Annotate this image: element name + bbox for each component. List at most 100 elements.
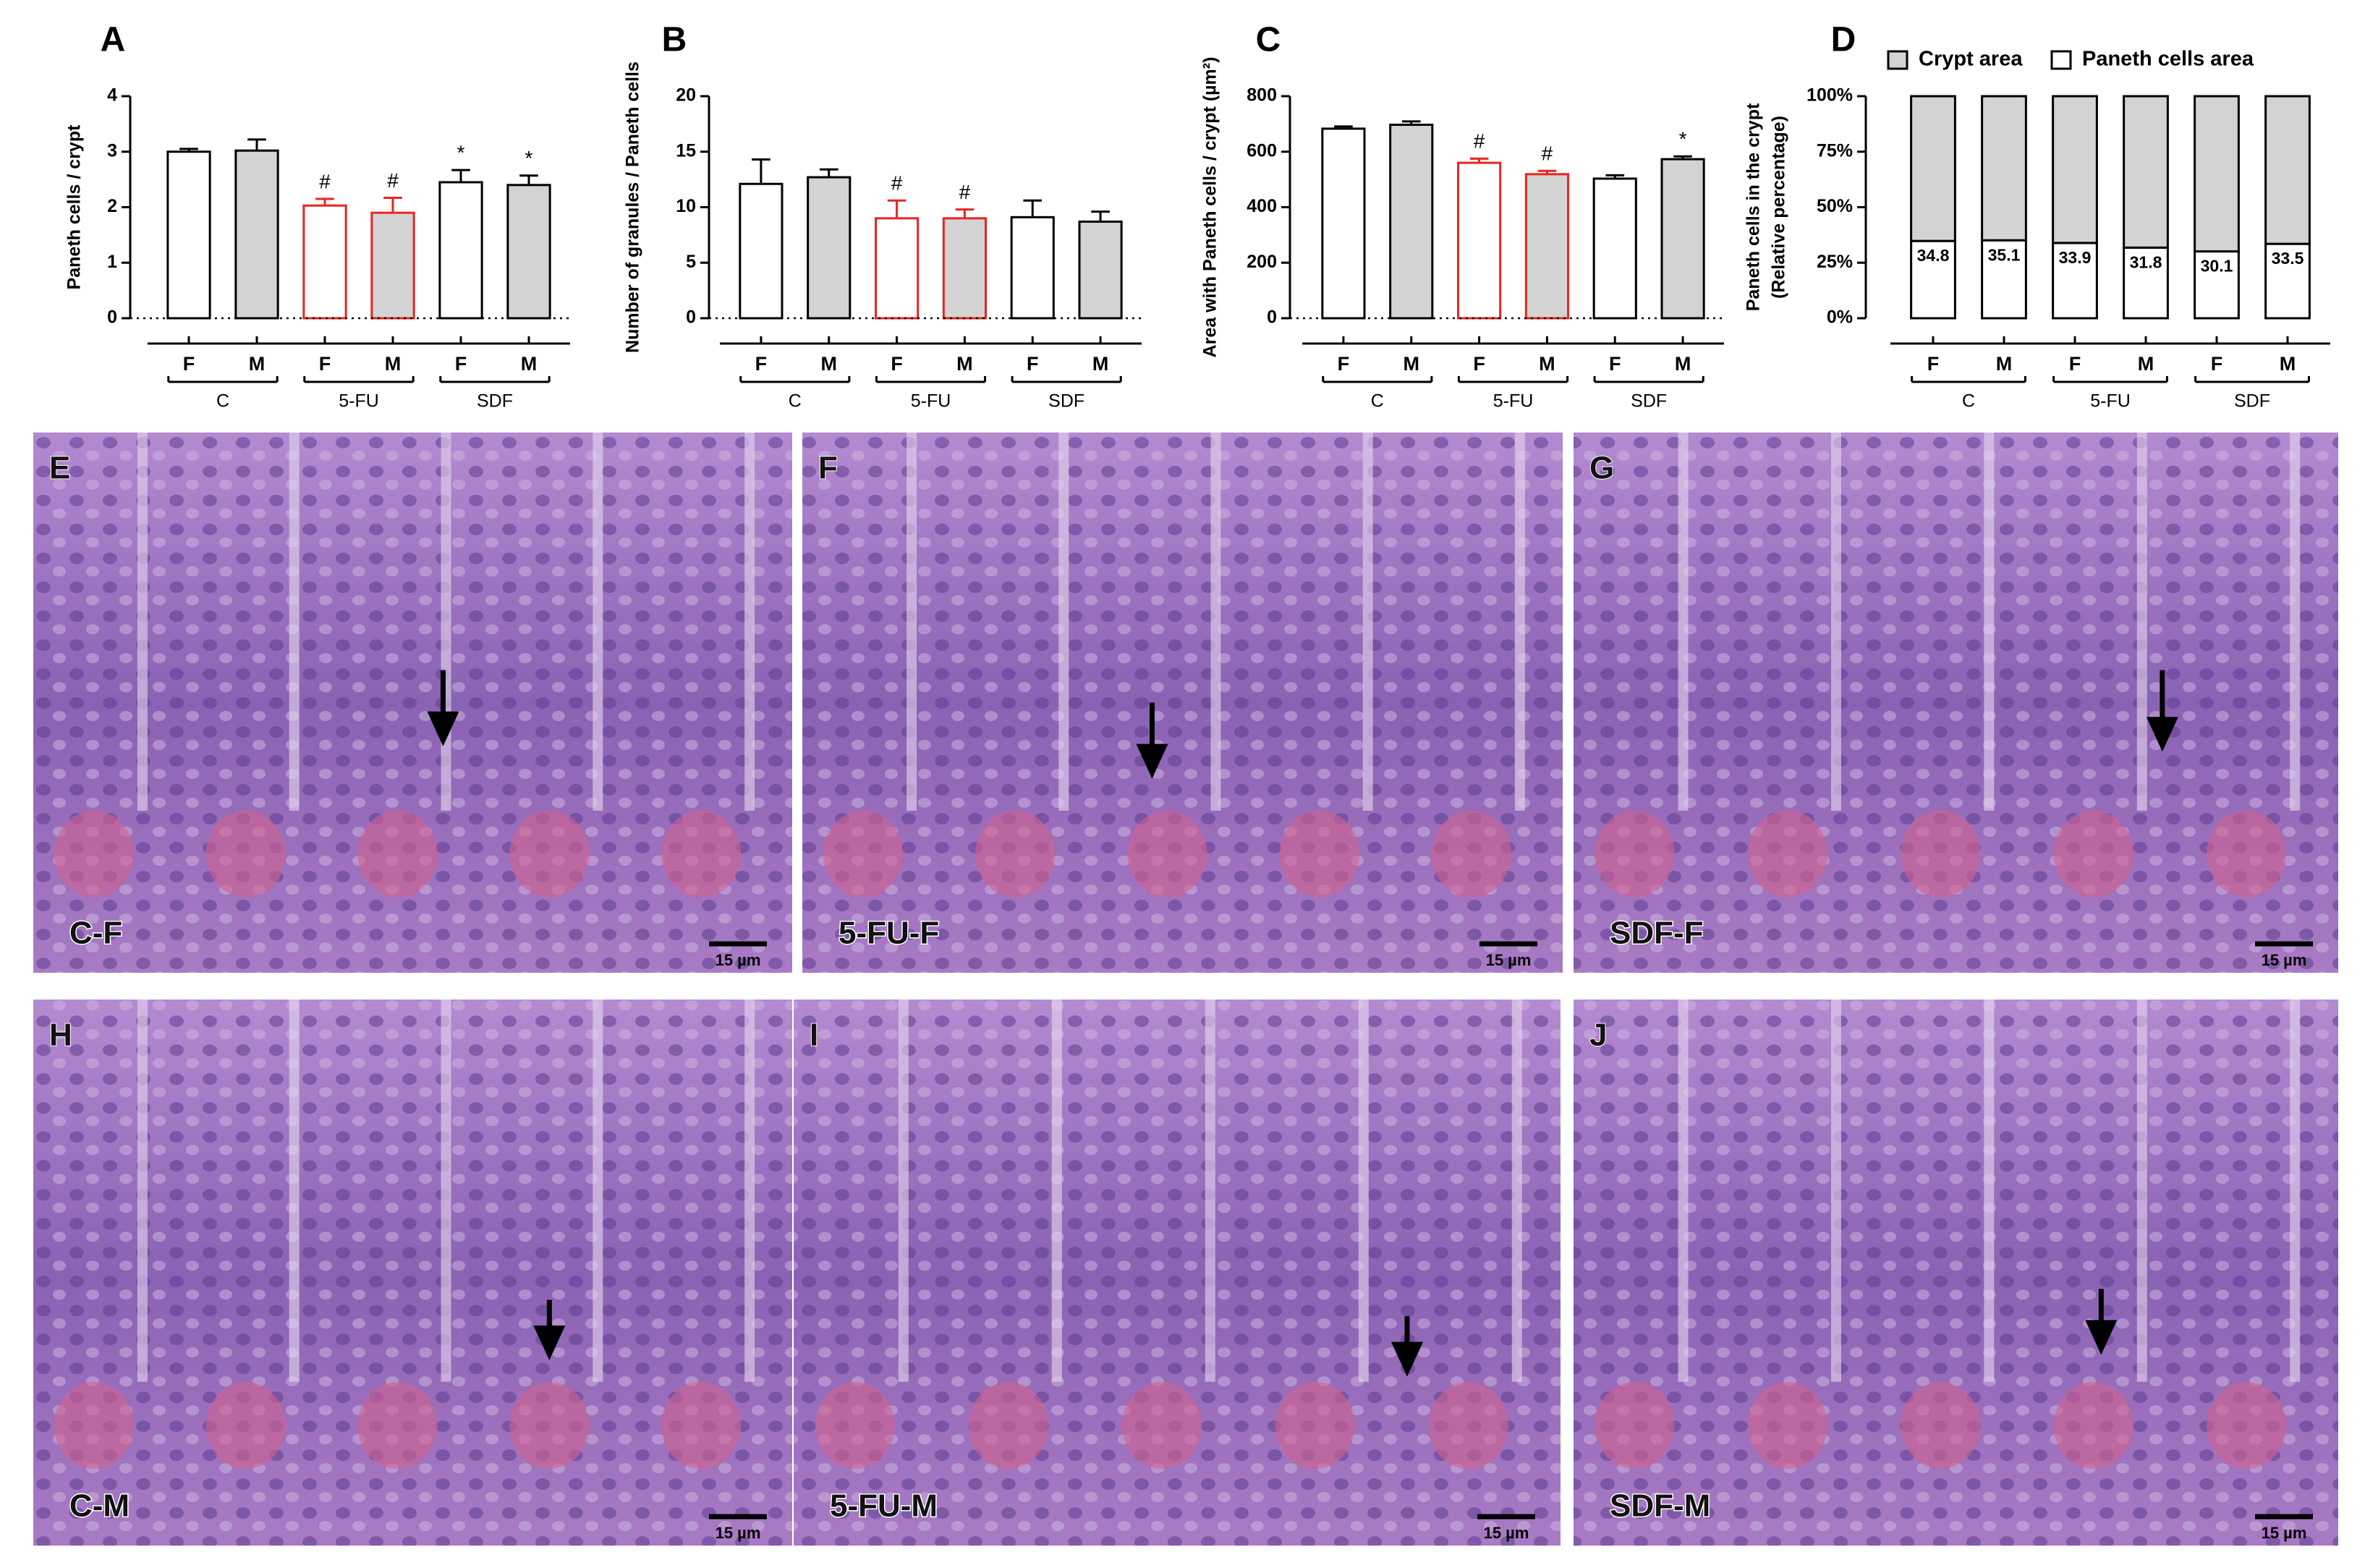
granule-cluster — [357, 810, 438, 898]
arrow-head — [2146, 717, 2178, 752]
crypt-lumen — [441, 1000, 451, 1382]
y-axis-label: Area with Paneth cells / crypt (µm²) — [1200, 57, 1220, 358]
granule-cluster — [1901, 1381, 1981, 1469]
y-tick-label: 5 — [686, 252, 696, 272]
crypt-lumen — [1830, 433, 1841, 811]
legend-label: Paneth cells area — [2082, 48, 2254, 71]
granule-cluster — [1279, 810, 1359, 898]
bar — [506, 184, 551, 320]
granule-cluster — [1595, 1381, 1675, 1469]
crypt-lumen — [441, 433, 451, 811]
crypt-lumen — [906, 433, 917, 811]
y-tick-label: 0 — [686, 307, 696, 328]
granule-cluster — [54, 810, 134, 898]
bar — [1010, 216, 1055, 320]
crypt-lumen — [137, 1000, 148, 1382]
crypt-lumen — [289, 433, 300, 811]
x-tick-label: F — [755, 353, 768, 375]
group-label: 5-FU — [1493, 391, 1534, 412]
granule-cluster — [815, 1381, 895, 1469]
granule-cluster — [54, 1381, 134, 1469]
value-label: 34.8 — [1917, 246, 1950, 265]
crypt-lumen — [1678, 433, 1689, 811]
granule-cluster — [1747, 1381, 1827, 1469]
sample-label: C-F — [69, 916, 122, 951]
y-tick-label: 10 — [676, 196, 696, 216]
crypt-lumen — [593, 1000, 603, 1382]
x-tick-label: M — [1404, 353, 1420, 375]
granule-cluster — [205, 1381, 286, 1469]
y-tick-label: 0% — [1827, 307, 1853, 328]
bar-segment — [1910, 239, 1956, 320]
panel-letter: I — [810, 1018, 818, 1053]
arrow-head — [427, 711, 459, 746]
y-tick-label: 0 — [107, 307, 117, 328]
y-tick-label: 100% — [1806, 85, 1853, 106]
bar-segment — [2052, 95, 2098, 244]
bar — [942, 217, 988, 320]
y-tick-label: 0 — [1267, 307, 1277, 328]
crypt-lumen — [137, 433, 148, 811]
panel-letter: G — [1589, 451, 1614, 486]
value-label: 33.9 — [2059, 248, 2092, 267]
granule-cluster — [509, 810, 590, 898]
y-tick-label: 600 — [1247, 140, 1277, 161]
granule-cluster — [357, 1381, 438, 1469]
crypt-lumen — [2290, 433, 2301, 811]
legend-label: Crypt area — [1919, 48, 2023, 71]
y-tick-label: 200 — [1247, 252, 1277, 272]
granule-cluster — [661, 810, 742, 898]
y-axis-label: Number of granules / Paneth cells — [623, 61, 643, 353]
x-tick-label: M — [521, 353, 538, 375]
x-tick-label: M — [821, 353, 838, 375]
granule-cluster — [2207, 1381, 2287, 1469]
group-label: C — [216, 391, 229, 412]
crypt-lumen — [593, 433, 603, 811]
panel-letter: B — [662, 21, 687, 59]
y-axis-label: (Relative percentage) — [1769, 116, 1789, 299]
x-tick-label: M — [1092, 353, 1109, 375]
group-label: SDF — [2234, 391, 2270, 412]
x-tick-label: M — [956, 353, 973, 375]
granule-cluster — [1121, 1381, 1202, 1469]
value-label: 31.8 — [2130, 252, 2162, 271]
legend-swatch — [1887, 50, 1908, 70]
bar-segment — [1981, 239, 2027, 320]
y-tick-label: 1 — [107, 252, 117, 272]
x-tick-label: F — [455, 353, 467, 375]
granule-cluster — [2207, 810, 2287, 898]
bar — [1321, 127, 1366, 320]
annotation: * — [457, 141, 465, 163]
y-tick-label: 2 — [107, 196, 117, 216]
crypt-lumen — [744, 433, 755, 811]
y-tick-label: 400 — [1247, 196, 1277, 216]
granule-cluster — [2053, 1381, 2133, 1469]
panel-letter: A — [101, 21, 126, 59]
x-tick-label: F — [183, 353, 195, 375]
bar — [302, 204, 347, 320]
bar-segment — [2123, 246, 2169, 320]
crypt-lumen — [1051, 1000, 1062, 1382]
arrow-head — [1136, 743, 1168, 779]
crypt-lumen — [1830, 1000, 1841, 1382]
panel-letter: D — [1831, 21, 1856, 59]
crypt-lumen — [2290, 1000, 2301, 1382]
annotation: # — [1542, 142, 1553, 165]
granule-cluster — [1275, 1381, 1355, 1469]
sample-label: SDF-F — [1610, 916, 1704, 951]
x-tick-label: M — [1996, 353, 2013, 375]
sample-label: 5-FU-M — [830, 1488, 938, 1524]
bar-segment — [2264, 95, 2311, 245]
x-tick-label: F — [1473, 353, 1485, 375]
group-label: 5-FU — [911, 391, 951, 412]
annotation: # — [387, 169, 399, 192]
bar — [1456, 161, 1502, 320]
y-tick-label: 75% — [1817, 140, 1853, 161]
granule-cluster — [2053, 810, 2133, 898]
annotation: * — [525, 147, 533, 169]
x-tick-label: M — [1539, 353, 1555, 375]
x-tick-label: M — [2138, 353, 2154, 375]
group-label: 5-FU — [339, 391, 379, 412]
crypt-lumen — [1984, 1000, 1995, 1382]
bar-segment — [2194, 95, 2240, 253]
